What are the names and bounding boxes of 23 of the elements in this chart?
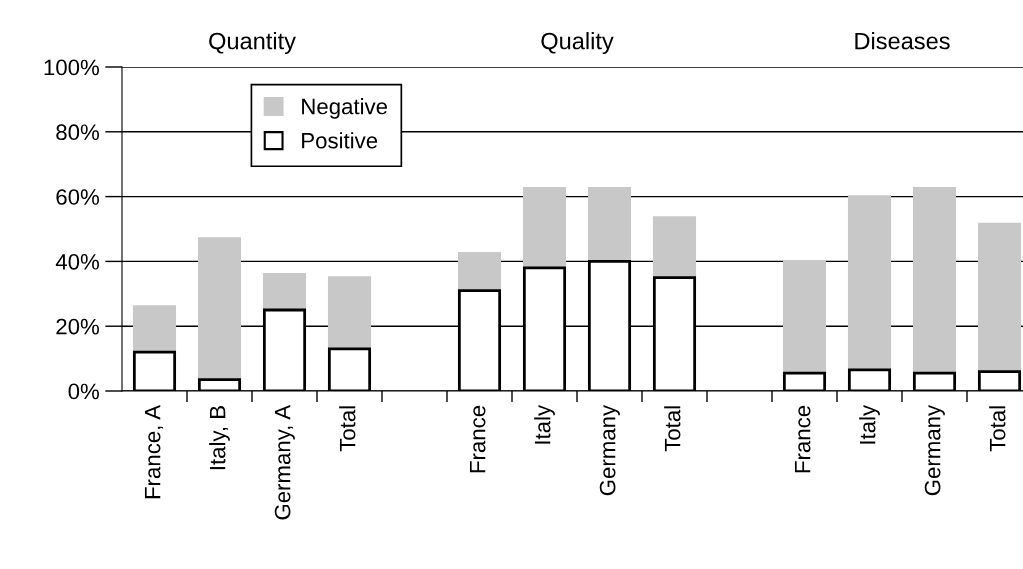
text: Quality (541, 32, 614, 55)
x-tick-label: France (794, 405, 811, 473)
y-tick-label: 20% (56, 318, 99, 335)
x-tick-label: Italy, B (209, 406, 230, 470)
text: Quantity (209, 32, 296, 55)
x-tick-label: Germany (924, 404, 945, 496)
x-tick-label: Total (664, 406, 681, 452)
x-tick-label: France, A (144, 404, 164, 499)
x-tick-label: Germany, A (274, 404, 295, 520)
y-tick-label: 40% (55, 253, 99, 270)
x-tick-label: Italy (534, 404, 555, 444)
y-tick-label: 0% (68, 383, 99, 400)
x-tick-label: Italy (859, 404, 880, 444)
y-tick-label: 100% (44, 59, 99, 76)
x-tick-label: Germany (599, 404, 620, 496)
x-tick-label: Total (339, 406, 356, 452)
legend-label: Negative (302, 98, 388, 119)
y-tick-label: 80% (56, 124, 99, 141)
x-tick-label: France (469, 405, 486, 473)
legend-label: Positive (302, 132, 378, 149)
x-tick-label: Total (989, 406, 1006, 452)
text: Diseases (855, 32, 950, 50)
y-tick-label: 60% (56, 189, 99, 205)
